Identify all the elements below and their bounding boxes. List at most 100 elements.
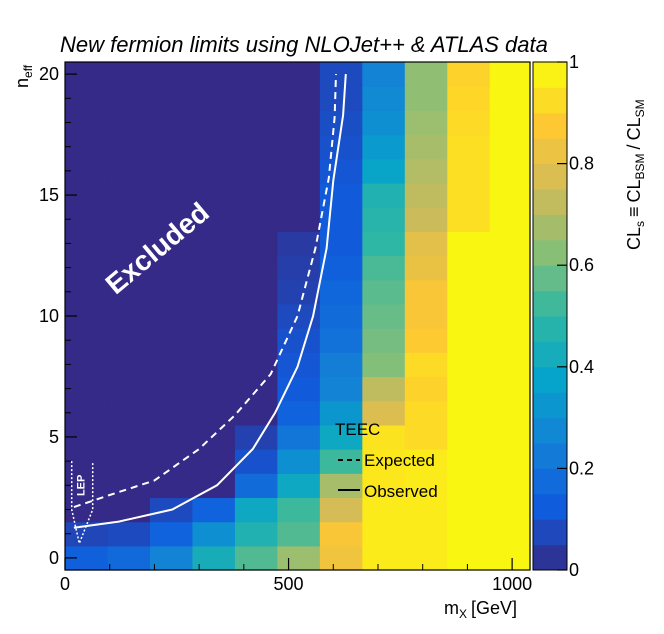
legend-label-observed: Observed — [364, 482, 438, 501]
heatmap-cell-5-13 — [277, 231, 321, 257]
heatmap-cell-6-15 — [319, 182, 363, 208]
y-tick-label: 15 — [39, 185, 59, 205]
heatmap-cell-7-0 — [362, 545, 406, 571]
heatmap-cell-7-14 — [362, 207, 406, 232]
heatmap-cell-7-4 — [362, 449, 406, 474]
heatmap-cell-2-6 — [149, 400, 194, 426]
heatmap-cell-5-3 — [277, 473, 321, 499]
colorbar-band — [533, 112, 567, 139]
heatmap-cell-5-11 — [277, 279, 321, 305]
heatmap-cell-7-10 — [362, 303, 406, 329]
heatmap-cell-3-2 — [192, 497, 236, 523]
colorbar-band — [533, 544, 567, 571]
heatmap-cell-6-11 — [319, 279, 363, 305]
heatmap-cell-2-5 — [149, 424, 194, 450]
heatmap-cell-7-6 — [362, 400, 406, 426]
heatmap-cell-8-19 — [404, 86, 448, 111]
heatmap-cell-4-12 — [234, 255, 278, 281]
colorbar-band — [533, 239, 567, 266]
heatmap-cell-10-1 — [489, 521, 531, 547]
heatmap-cell-4-14 — [234, 207, 278, 232]
heatmap-cell-5-9 — [277, 328, 321, 353]
heatmap-cell-4-15 — [234, 182, 278, 208]
heatmap-cell-5-0 — [277, 545, 321, 571]
legend-title: TEEC — [335, 420, 380, 439]
heatmap-cell-4-10 — [234, 303, 278, 329]
heatmap-cell-4-1 — [234, 521, 278, 547]
heatmap-cell-9-3 — [447, 473, 491, 499]
colorbar-band — [533, 163, 567, 190]
heatmap-cell-10-13 — [489, 231, 531, 257]
heatmap-cell-0-12 — [65, 255, 109, 281]
heatmap-cell-8-0 — [404, 545, 448, 571]
heatmap-cell-2-4 — [149, 449, 194, 474]
heatmap-cell-2-12 — [149, 255, 194, 281]
heatmap-cell-9-18 — [447, 110, 491, 136]
heatmap-cell-10-19 — [489, 86, 531, 111]
heatmap-cell-5-14 — [277, 207, 321, 232]
y-axis: 0 5 10 15 20 — [39, 64, 77, 568]
heatmap-cell-10-2 — [489, 497, 531, 523]
heatmap-cell-8-8 — [404, 352, 448, 378]
heatmap-cell-5-1 — [277, 521, 321, 547]
heatmap-cell-6-3 — [319, 473, 363, 499]
heatmap-cell-2-9 — [149, 328, 194, 353]
colorbar-tick-label: 0 — [569, 560, 579, 580]
heatmap-cell-8-15 — [404, 182, 448, 208]
heatmap-cell-10-12 — [489, 255, 531, 281]
colorbar-band — [533, 417, 567, 444]
heatmap-cell-6-10 — [319, 303, 363, 329]
heatmap-cell-9-20 — [447, 62, 491, 87]
heatmap-cell-0-9 — [65, 328, 109, 353]
heatmap-cell-2-10 — [149, 303, 194, 329]
contour-lines — [73, 74, 347, 529]
heatmap-cell-8-5 — [404, 424, 448, 450]
heatmap-cell-2-15 — [149, 182, 194, 208]
heatmap-cell-8-2 — [404, 497, 448, 523]
heatmap-cell-1-13 — [107, 231, 151, 257]
heatmap-cell-10-4 — [489, 449, 531, 474]
y-tick-label: 0 — [49, 548, 59, 568]
heatmap-cell-6-4 — [319, 449, 363, 474]
heatmap-cell-1-14 — [107, 207, 151, 232]
heatmap-cell-4-20 — [234, 62, 278, 87]
heatmap-cell-4-5 — [234, 424, 278, 450]
heatmap-cell-6-1 — [319, 521, 363, 547]
heatmap-cell-10-5 — [489, 424, 531, 450]
heatmap-cell-5-15 — [277, 182, 321, 208]
heatmap-cell-7-1 — [362, 521, 406, 547]
heatmap-cell-4-18 — [234, 110, 278, 136]
heatmap-cell-3-6 — [192, 400, 236, 426]
heatmap-cell-0-11 — [65, 279, 109, 305]
heatmap-cell-2-16 — [149, 158, 194, 184]
heatmap-cell-8-1 — [404, 521, 448, 547]
heatmap-cell-9-7 — [447, 376, 491, 402]
colorbar-tick-label: 0.8 — [569, 154, 594, 174]
heatmap-cell-5-6 — [277, 400, 321, 426]
heatmap-cell-7-3 — [362, 473, 406, 499]
heatmap-cell-5-12 — [277, 255, 321, 281]
x-tick-label: 0 — [60, 574, 70, 594]
heatmap-cell-5-16 — [277, 158, 321, 184]
heatmap-cell-7-17 — [362, 134, 406, 160]
heatmap-cell-2-20 — [149, 62, 194, 87]
heatmap-cell-4-7 — [234, 376, 278, 402]
heatmap-cell-3-10 — [192, 303, 236, 329]
heatmap-cell-3-20 — [192, 62, 236, 87]
x-axis-title-subscript: X — [459, 607, 467, 621]
colorbar-band — [533, 62, 567, 88]
heatmap-cell-0-8 — [65, 352, 109, 378]
heatmap-cell-4-2 — [234, 497, 278, 523]
heatmap-cell-6-2 — [319, 497, 363, 523]
heatmap-cell-6-0 — [319, 545, 363, 571]
colorbar-band — [533, 214, 567, 241]
heatmap-cell-0-17 — [65, 134, 109, 160]
heatmap-cell-7-5 — [362, 424, 406, 450]
heatmap-cell-5-17 — [277, 134, 321, 160]
heatmap-cell-1-5 — [107, 424, 151, 450]
heatmap-cell-3-17 — [192, 134, 236, 160]
y-tick-label: 10 — [39, 306, 59, 326]
heatmap-cell-8-14 — [404, 207, 448, 232]
heatmap-cell-6-6 — [319, 400, 363, 426]
